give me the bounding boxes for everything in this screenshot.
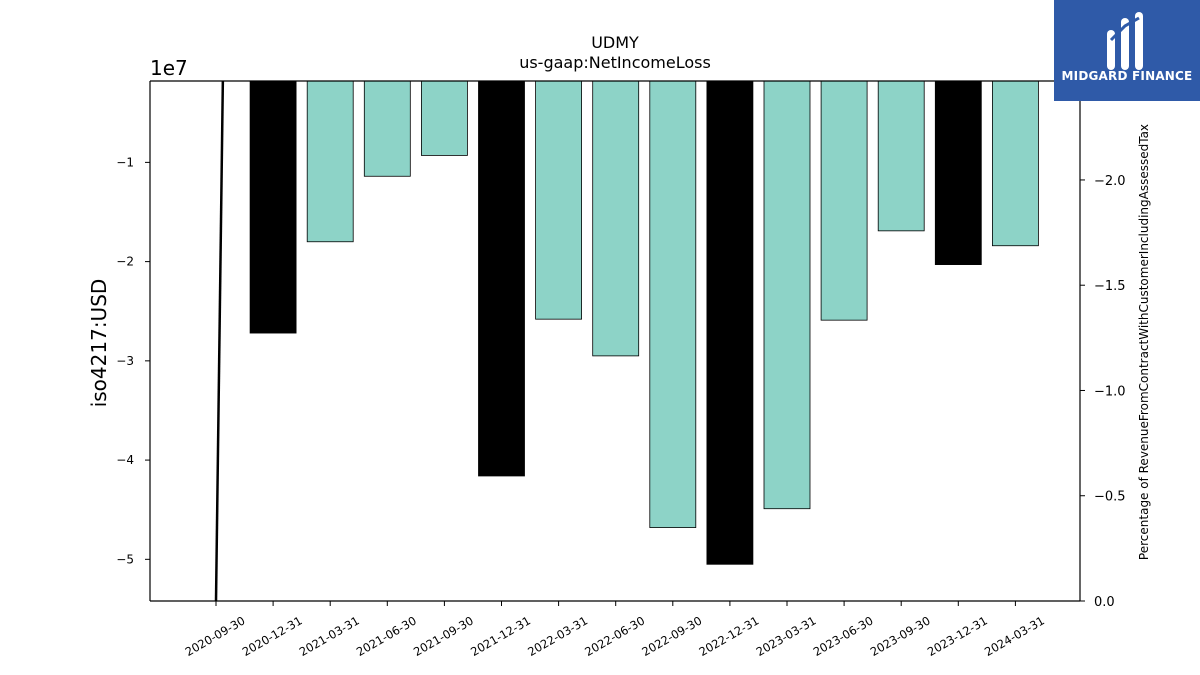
bar-2021-06-30: [363, 80, 411, 177]
y2-tick-label: −2.0: [1094, 174, 1126, 189]
bar-2022-06-30: [592, 80, 640, 357]
y-offset-label: 1e7: [150, 56, 188, 80]
y-tick-label: −3: [116, 354, 134, 368]
bar-2023-12-31: [934, 80, 982, 265]
chart-title: UDMY: [591, 33, 639, 52]
y2-tick-label: −1.5: [1094, 279, 1126, 294]
x-tick-label: 2021-12-31: [468, 613, 533, 659]
bar-2021-12-31: [478, 80, 525, 477]
bar-2023-09-30: [877, 80, 925, 232]
y2-tick-label: −0.5: [1094, 490, 1126, 505]
bar-2022-03-31: [535, 80, 582, 320]
chart-subtitle: us-gaap:NetIncomeLoss: [519, 53, 711, 72]
y-tick-label: −1: [116, 155, 134, 169]
x-tick-label: 2024-03-31: [982, 613, 1047, 659]
y-axis-label: iso4217:USD: [87, 279, 111, 408]
x-tick-label: 2022-12-31: [697, 613, 762, 659]
bar-2022-09-30: [649, 80, 697, 528]
x-tick-label: 2023-06-30: [811, 613, 876, 659]
bar-2020-12-31: [249, 80, 297, 334]
x-tick-label: 2021-09-30: [411, 613, 476, 659]
x-tick-label: 2020-12-31: [240, 613, 305, 659]
y-tick-label: −2: [116, 255, 134, 269]
x-tick-label: 2023-12-31: [925, 613, 990, 659]
bar-2021-09-30: [420, 80, 468, 156]
revenue-pct-line: [214, 80, 225, 602]
bar-2022-12-31: [706, 80, 754, 565]
y2-tick-label: 0.0: [1094, 595, 1115, 610]
x-tick-label: 2022-03-31: [525, 613, 590, 659]
x-tick-label: 2021-03-31: [297, 613, 362, 659]
bar-2024-03-31: [992, 80, 1039, 247]
bar-2021-03-31: [306, 80, 354, 243]
x-tick-label: 2021-06-30: [354, 613, 419, 659]
y2-axis-label: Percentage of RevenueFromContractWithCus…: [1137, 124, 1151, 560]
logo-mark-icon: [1107, 12, 1143, 70]
x-tick-label: 2023-09-30: [868, 613, 933, 659]
brand-logo: MIDGARD FINANCE: [1054, 0, 1200, 101]
y2-tick-label: −1.0: [1094, 384, 1126, 399]
logo-text: MIDGARD FINANCE: [1061, 69, 1193, 83]
x-tick-label: 2023-03-31: [754, 613, 819, 659]
y-tick-label: −5: [116, 552, 134, 566]
x-tick-label: 2020-09-30: [183, 613, 248, 659]
bar-2023-03-31: [763, 80, 811, 510]
bar-2023-06-30: [820, 80, 868, 321]
x-tick-label: 2022-06-30: [582, 613, 647, 659]
y-tick-label: −4: [116, 453, 134, 467]
x-tick-label: 2022-09-30: [639, 613, 704, 659]
